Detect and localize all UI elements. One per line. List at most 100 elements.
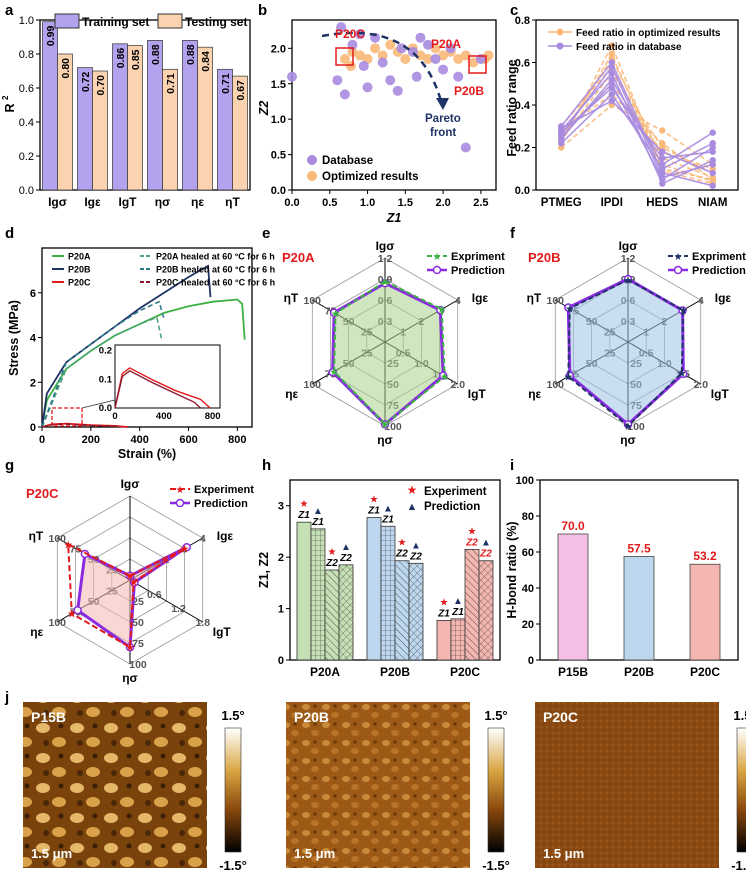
radar-ring-label: 1.2 <box>378 253 393 265</box>
y-axis-label: Stress (MPa) <box>7 300 21 376</box>
radar-experiment-star: ★ <box>125 571 135 583</box>
bar-z1 <box>436 620 452 661</box>
annotation-p20a: P20A <box>431 37 461 51</box>
radar-ring-label: 1.2 <box>621 253 636 265</box>
legend-label-optimized: Optimized results <box>322 171 419 183</box>
x-axis-label: Z1 <box>386 211 402 225</box>
highlight-box-p20a-p20b <box>468 55 487 74</box>
panel-label-a: a <box>5 2 14 19</box>
bar-testing <box>127 45 143 191</box>
bar-label: Z1 <box>297 510 310 521</box>
radar-prediction-point <box>623 420 633 429</box>
afm-scale-label: 1.5 μm <box>31 846 72 861</box>
legend-marker <box>556 28 564 36</box>
scatter-point-database <box>438 64 449 75</box>
y-tick-label: 20 <box>522 619 534 631</box>
annotation-front: front <box>430 127 456 139</box>
panel-j-afm-images: P15B 1.5 μm 1.5° -1.5° P20B 1.5 μm 1.5° -1.5° P2… <box>23 702 746 873</box>
radar-axis-label: IgT <box>468 387 487 401</box>
bar-label: Z2 <box>409 551 422 562</box>
y-tick-label: 6 <box>30 288 36 300</box>
bar-testing <box>57 53 73 191</box>
scatter-point-optimized <box>339 53 350 64</box>
bar-value-label: 0.88 <box>185 44 197 65</box>
bar-marker: ▲ <box>383 503 393 514</box>
legend-marker-prediction <box>432 265 442 275</box>
y-tick-label: 40 <box>522 583 534 595</box>
bar-marker: ★ <box>370 495 379 506</box>
radar-ring-label: 100 <box>303 295 321 307</box>
radar-axis-label: ηT <box>29 529 44 543</box>
inset-y-tick-label: 0.0 <box>99 403 112 414</box>
radar-ring-label: 4 <box>698 295 704 307</box>
radar-experiment-star: ★ <box>63 539 73 551</box>
radar-experiment-star: ★ <box>623 275 633 287</box>
radar-axis-label: ηT <box>527 291 542 305</box>
plot-frame <box>39 19 251 191</box>
inset-frame <box>114 344 221 409</box>
inset-chart: 0 400 800 0.0 0.1 0.2 <box>99 344 221 422</box>
afm-image <box>286 702 470 868</box>
legend-label: P20B healed at 60 °C for 6 h <box>156 265 275 275</box>
radar-experiment-star: ★ <box>565 303 575 315</box>
scatter-point-optimized <box>385 39 396 50</box>
x-tick-label: IPDI <box>601 197 623 209</box>
scatter-point-database <box>377 57 388 68</box>
bar-value-label: 0.71 <box>165 73 177 94</box>
legend-label: P20A healed at 60 °C for 6 h <box>156 252 275 262</box>
radar-ring-label: 100 <box>48 533 66 545</box>
bar-marker: ▲ <box>481 538 491 549</box>
colorbar <box>736 727 746 853</box>
radar-experiment-star: ★ <box>125 642 135 654</box>
bar-marker: ▲ <box>453 596 463 607</box>
x-tick-label: P15B <box>558 665 588 679</box>
bar-label: Z2 <box>395 549 408 560</box>
radar-axis-label: ηT <box>284 291 299 305</box>
bar-label: Z2 <box>479 549 492 560</box>
legend-label-experiment: Experiment <box>194 484 254 496</box>
x-tick-label: 2.0 <box>435 197 450 209</box>
legend-marker-optimized <box>307 171 317 181</box>
bar-marker: ★ <box>300 499 309 510</box>
radar-ring-label: 100 <box>303 379 321 391</box>
series-line-database <box>560 99 714 174</box>
pareto-front-curve <box>321 31 444 106</box>
bar <box>623 556 655 661</box>
annotation-p20c: P20C <box>335 27 365 41</box>
x-tick-label: 1.0 <box>360 197 375 209</box>
scatter-point-optimized <box>370 43 381 54</box>
legend-label: P20B <box>68 265 91 275</box>
series-point <box>659 161 666 168</box>
bar-value-label: 0.71 <box>220 73 232 94</box>
bar-value-label: 0.72 <box>80 71 92 92</box>
radar-axis-label: Igσ <box>619 239 638 253</box>
legend-marker-prediction <box>175 498 185 508</box>
series-line-optimized <box>560 104 714 166</box>
radar-prediction-point <box>73 605 82 615</box>
radar-experiment-star: ★ <box>678 305 688 317</box>
y-tick-label: 1.0 <box>271 114 286 126</box>
y-tick-label: 0.0 <box>19 185 34 197</box>
y-axis-label-sup: 2 <box>1 95 10 100</box>
y-tick-label: 0.0 <box>271 185 286 197</box>
colorbar-bottom-label: -1.5° <box>482 858 510 873</box>
plot-frame <box>291 19 497 191</box>
x-tick-label: Igσ <box>48 195 67 209</box>
legend-marker-experiment: ★ <box>407 483 418 497</box>
series-point <box>659 180 666 187</box>
x-tick-label: 0.5 <box>322 197 337 209</box>
panel-a-bar-chart: 0.0 0.2 0.4 0.6 0.8 1.0 R 2 0.990.80 Igσ 0.72 0.70 I… <box>1 13 251 209</box>
y-tick-label: 0.2 <box>19 151 34 163</box>
y-tick-label: 0.8 <box>19 49 34 61</box>
bar-value-label: 0.84 <box>200 51 212 72</box>
bar-label: Z1 <box>381 514 394 525</box>
radar-spoke <box>129 579 203 623</box>
scatter-point-database <box>362 82 373 93</box>
radar-title: P20B <box>528 250 561 265</box>
radar-ring-label: 4 <box>200 533 206 545</box>
panel-d-stress-strain-chart: 0 200 400 600 800 0 2 4 6 Strain (%) Stress (MPa) 0… <box>7 247 275 461</box>
bar-pattern <box>409 563 423 660</box>
bar-value-label: 70.0 <box>561 519 585 533</box>
bar-testing <box>162 68 178 191</box>
y-tick-label: 100 <box>516 475 534 487</box>
